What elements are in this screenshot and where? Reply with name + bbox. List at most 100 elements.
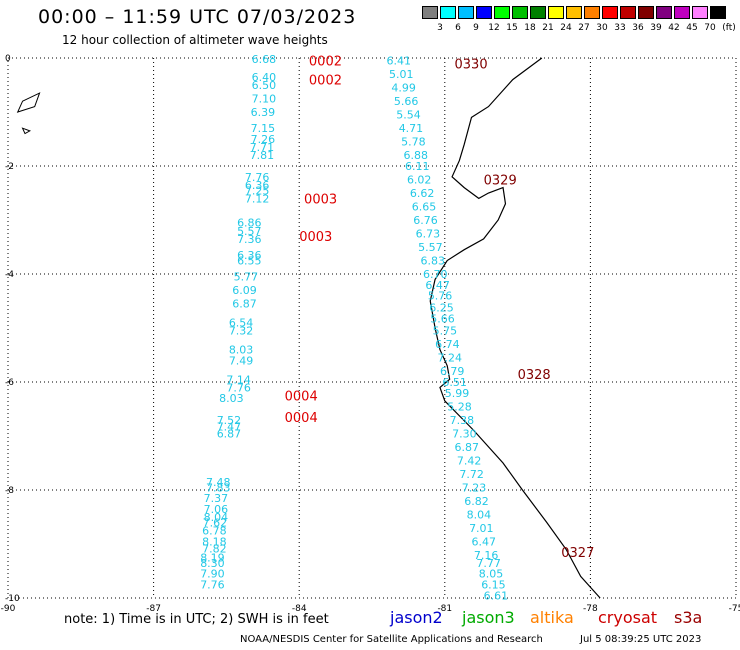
wave-height-value: 7.06: [204, 503, 229, 516]
color-scale-label: 39: [650, 23, 662, 33]
legend-item-jason3: jason3: [462, 608, 515, 627]
pass-time-label: 0329: [484, 174, 517, 189]
x-tick-label: -78: [583, 604, 598, 614]
x-tick-label: -75: [729, 604, 740, 614]
wave-height-value: 6.87: [455, 441, 480, 454]
wave-height-value: 7.77: [476, 557, 501, 570]
wave-height-value: 7.26: [251, 133, 276, 146]
color-scale-swatch: [476, 6, 492, 19]
x-tick-label: -81: [437, 604, 452, 614]
map-title: 00:00 – 11:59 UTC 07/03/2023: [38, 6, 357, 28]
color-scale-swatch: [458, 6, 474, 19]
color-scale-label: 42: [668, 23, 680, 33]
wave-height-value: 6.61: [484, 589, 509, 602]
wave-height-value: 7.24: [438, 352, 463, 365]
y-tick-label: -4: [5, 270, 14, 280]
color-scale-label: 36: [632, 23, 644, 33]
wave-height-value: 7.23: [462, 481, 487, 494]
map-subtitle: 12 hour collection of altimeter wave hei…: [62, 33, 328, 47]
wave-height-value: 7.15: [251, 122, 276, 135]
pass-time-label: 0003: [299, 230, 332, 245]
wave-height-value: 6.36: [237, 249, 262, 262]
wave-height-value: 7.76: [226, 381, 251, 394]
color-scale-label: 3: [437, 23, 443, 33]
wave-height-value: 7.72: [459, 468, 484, 481]
wave-height-value: 6.73: [416, 228, 441, 241]
wave-height-value: 4.99: [391, 82, 416, 95]
wave-height-value: 5.75: [433, 325, 458, 338]
wave-height-value: 6.65: [412, 201, 437, 214]
note-text: note: 1) Time is in UTC; 2) SWH is in fe…: [64, 612, 329, 627]
color-scale-label: 9: [473, 23, 479, 33]
wave-height-value: 7.83: [206, 481, 231, 494]
x-tick-label: -84: [292, 604, 307, 614]
wave-height-value: 6.41: [387, 55, 412, 68]
pass-time-label: 0327: [561, 546, 594, 561]
wave-height-value: 8.04: [467, 508, 492, 521]
pass-time-label: 0002: [309, 74, 342, 89]
wave-height-value: 6.47: [471, 535, 496, 548]
y-tick-label: -2: [5, 162, 14, 172]
color-scale-swatch: [710, 6, 726, 19]
pass-time-label: 0328: [518, 368, 551, 383]
wave-height-value: 6.25: [429, 301, 454, 314]
wave-height-value: 6.40: [252, 71, 277, 84]
island-outline: [21, 127, 32, 135]
wave-height-value: 7.49: [229, 354, 254, 367]
color-scale-swatch: [530, 6, 546, 19]
wave-height-value: 7.76: [200, 579, 225, 592]
wave-height-value: 8.18: [202, 535, 227, 548]
color-scale-label: 33: [614, 23, 626, 33]
color-scale-swatch: [548, 6, 564, 19]
wave-height-value: 4.71: [399, 122, 424, 135]
x-tick-label: -90: [1, 604, 16, 614]
color-scale-swatch: [584, 6, 600, 19]
wave-height-value: 6.78: [202, 525, 227, 538]
wave-height-value: 5.01: [389, 68, 414, 81]
wave-height-value: 6.74: [435, 338, 460, 351]
wave-height-value: 6.47: [425, 279, 450, 292]
wave-height-value: 6.15: [481, 579, 506, 592]
wave-height-value: 6.88: [404, 149, 429, 162]
wave-height-value: 7.12: [245, 192, 269, 205]
x-tick-label: -87: [146, 604, 161, 614]
wave-height-value: 7.52: [217, 414, 242, 427]
wave-height-value: 6.79: [440, 365, 465, 378]
wave-height-value: 6.36: [245, 179, 269, 192]
legend-item-altika: altika: [530, 608, 574, 627]
wave-height-value: 7.47: [217, 420, 242, 433]
pass-time-label: 0003: [304, 192, 337, 207]
wave-height-value: 7.62: [203, 516, 228, 529]
wave-height-value: 7.42: [457, 454, 482, 467]
wave-height-value: 7.90: [200, 568, 225, 581]
color-scale-swatch: [566, 6, 582, 19]
wave-height-value: 7.81: [250, 149, 274, 162]
wave-height-value: 7.38: [450, 414, 475, 427]
wave-height-value: 5.66: [430, 312, 455, 325]
wave-height-value: 5.28: [447, 400, 472, 413]
wave-height-value: 7.30: [452, 427, 477, 440]
wave-height-value: 6.02: [407, 174, 432, 187]
pass-time-label: 0002: [309, 55, 342, 70]
wave-height-value: 8.03: [219, 392, 244, 405]
wave-height-value: 5.76: [428, 290, 453, 303]
coastline: [429, 57, 601, 599]
color-scale-swatch: [602, 6, 618, 19]
wave-height-value: 5.57: [418, 241, 443, 254]
wave-height-value: 8.19: [200, 552, 225, 565]
wave-height-value: 7.48: [206, 476, 231, 489]
wave-height-value: 5.77: [234, 271, 259, 284]
wave-height-value: 7.10: [252, 93, 277, 106]
legend-item-s3a: s3a: [674, 608, 703, 627]
wave-height-value: 7.16: [474, 549, 499, 562]
wave-height-value: 7.71: [250, 141, 274, 154]
wave-height-value: 5.54: [396, 109, 421, 122]
wave-height-value: 6.55: [237, 255, 262, 268]
wave-height-value: 5.78: [401, 136, 426, 149]
wave-height-value: 7.36: [237, 233, 262, 246]
wave-height-value: 6.62: [410, 187, 435, 200]
wave-height-value: 6.87: [232, 298, 257, 311]
pass-time-label: 0330: [455, 57, 488, 72]
wave-height-value: 6.50: [252, 79, 277, 92]
color-scale-swatch: [494, 6, 510, 19]
